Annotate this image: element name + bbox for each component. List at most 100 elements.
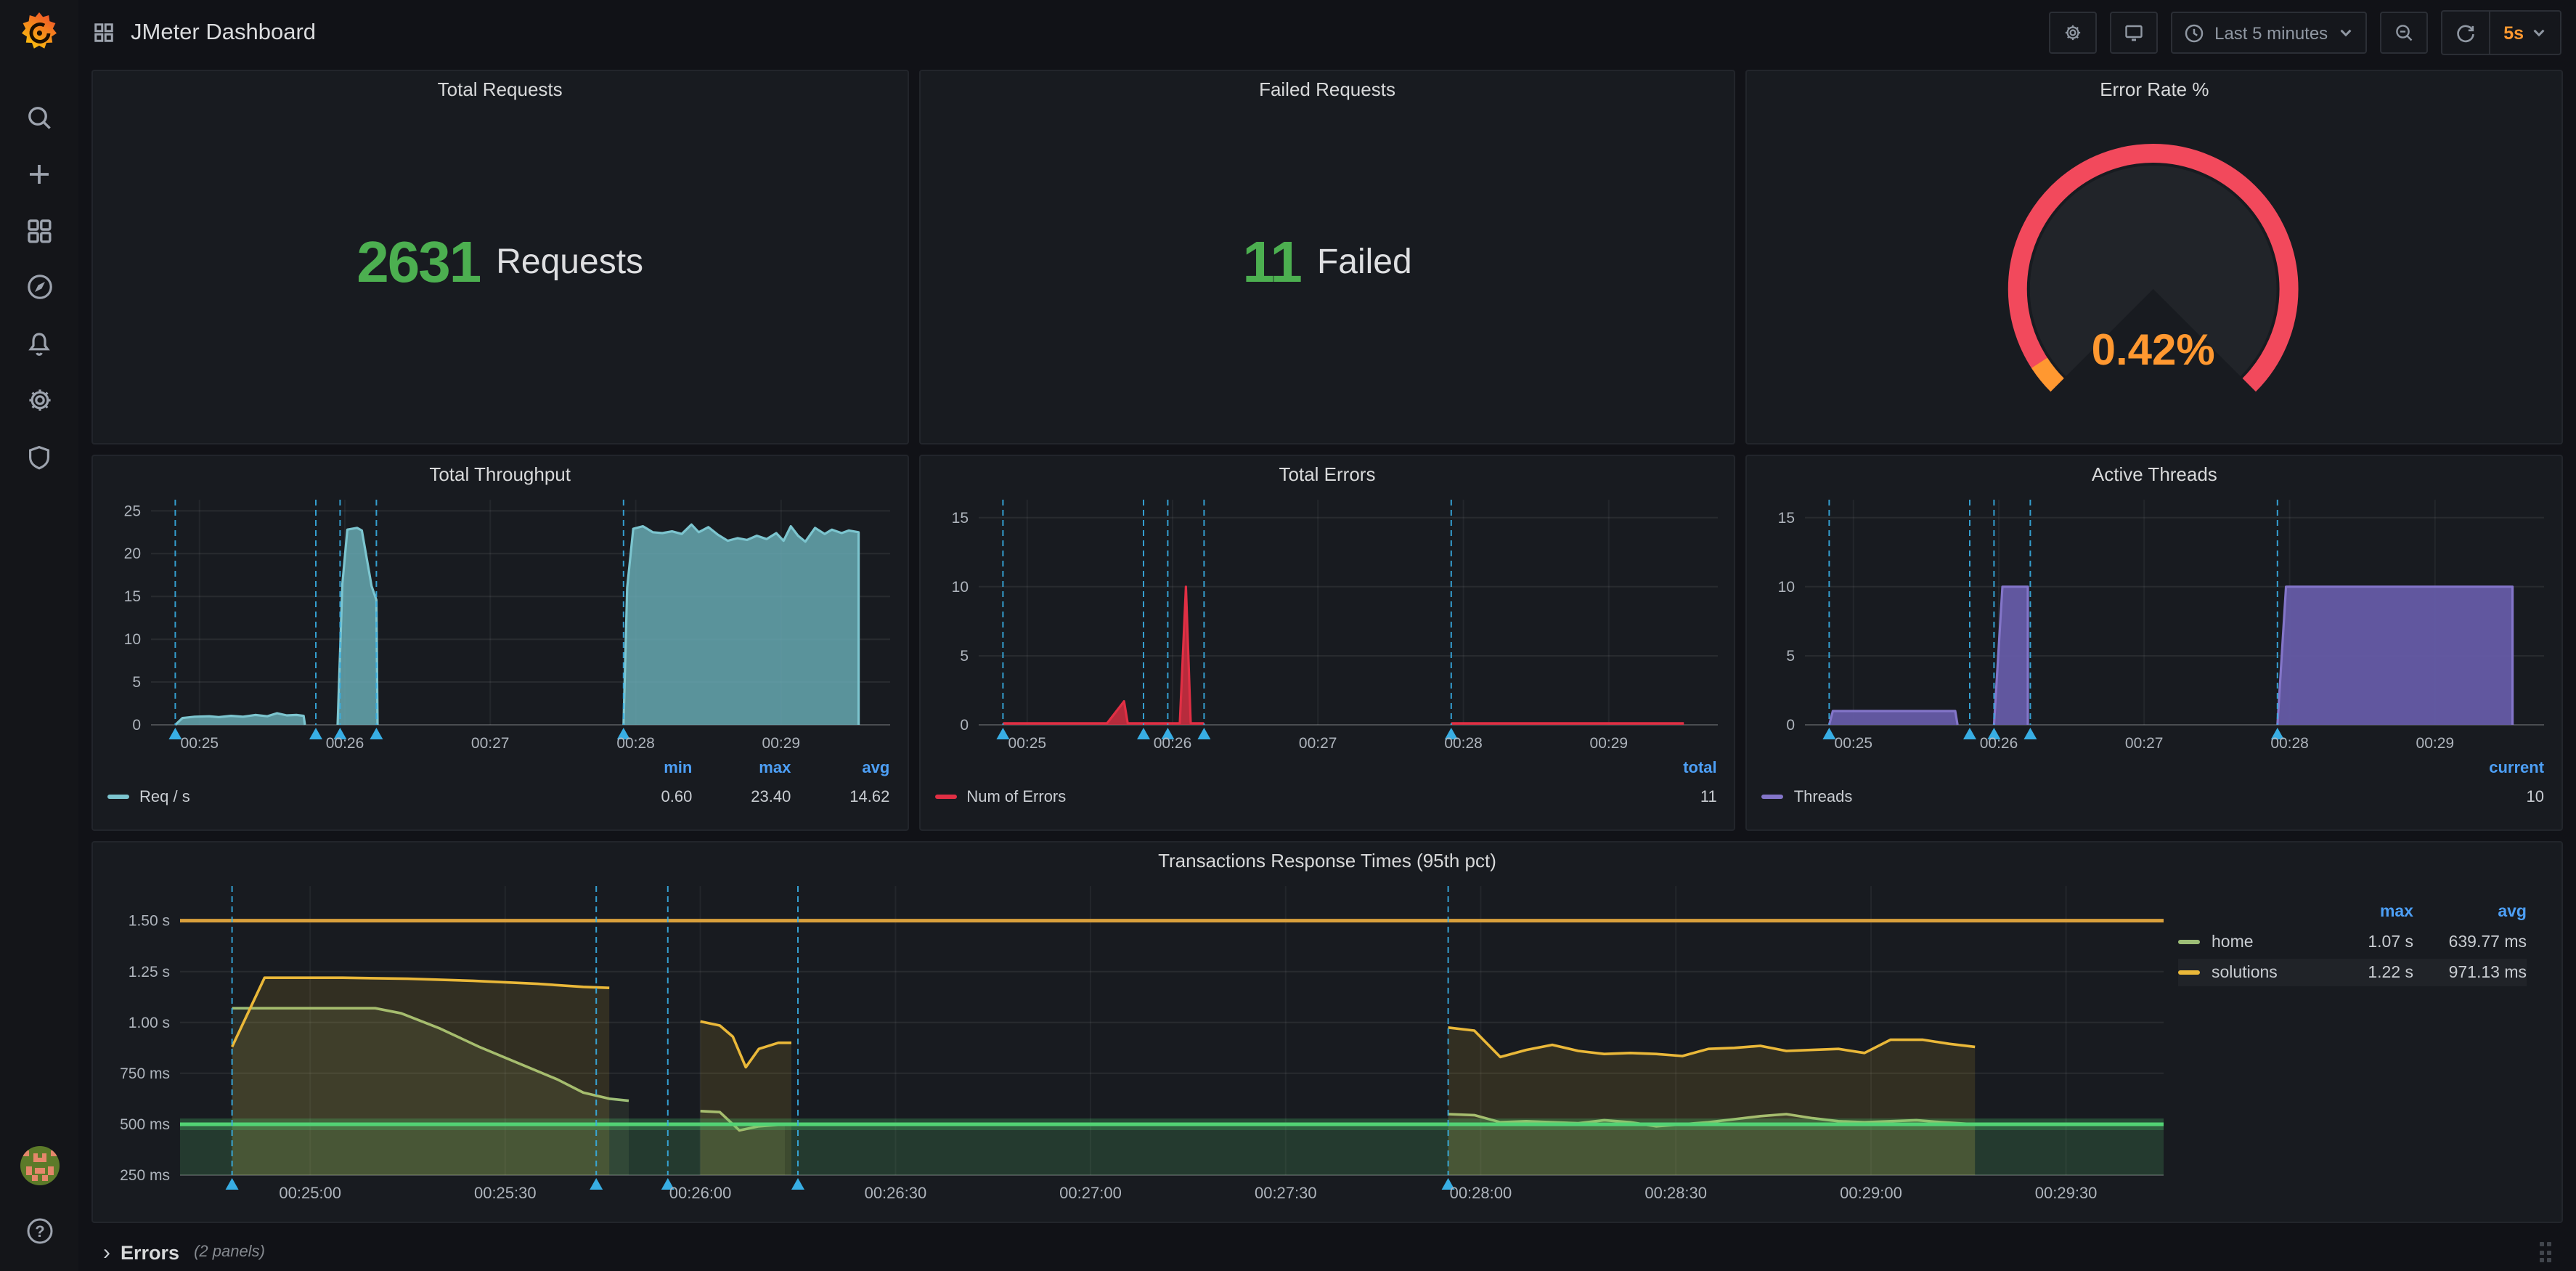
- cycle-view-button[interactable]: [2110, 12, 2158, 54]
- svg-text:00:26: 00:26: [1153, 735, 1191, 752]
- tv-icon: [2123, 22, 2145, 44]
- panel-title[interactable]: Total Requests: [93, 71, 907, 106]
- svg-text:00:29: 00:29: [1589, 735, 1628, 752]
- panel-title[interactable]: Error Rate %: [1748, 71, 2561, 106]
- dashboards-icon[interactable]: [0, 202, 78, 259]
- svg-text:20: 20: [124, 545, 141, 562]
- threads-legend: currentThreads10: [1748, 757, 2561, 827]
- dashboard-title[interactable]: JMeter Dashboard: [131, 20, 316, 46]
- svg-text:10: 10: [951, 579, 968, 596]
- legend-stat-value: 0.60: [611, 788, 692, 805]
- svg-text:00:29: 00:29: [2416, 735, 2455, 752]
- panel-title[interactable]: Failed Requests: [920, 71, 1734, 106]
- legend-col-header: current: [2463, 757, 2544, 781]
- panel-active-threads: Active Threads 05101500:2500:2600:2700:2…: [1746, 455, 2563, 831]
- svg-text:00:29:00: 00:29:00: [1840, 1184, 1902, 1202]
- gauge-value-arc: [2040, 363, 2058, 385]
- svg-text:00:28:30: 00:28:30: [1644, 1184, 1707, 1202]
- throughput-chart[interactable]: 051015202500:2500:2600:2700:2800:29: [99, 491, 901, 757]
- legend-stat-value: 11: [1636, 788, 1717, 805]
- svg-text:1.00 s: 1.00 s: [129, 1015, 170, 1031]
- refresh-interval-label: 5s: [2503, 23, 2524, 43]
- search-icon[interactable]: [0, 89, 78, 145]
- errors-legend: totalNum of Errors11: [920, 757, 1734, 827]
- svg-text:00:27: 00:27: [471, 735, 510, 752]
- panel-title[interactable]: Total Throughput: [93, 456, 907, 491]
- legend-series[interactable]: home: [2178, 928, 2329, 956]
- row-label: Errors: [121, 1241, 179, 1263]
- stat-value: 2631: [356, 230, 480, 296]
- panel-title[interactable]: Total Errors: [920, 456, 1734, 491]
- collapsed-row-errors[interactable]: › Errors (2 panels): [91, 1233, 2563, 1271]
- panel-title[interactable]: Transactions Response Times (95th pct): [93, 842, 2561, 877]
- panel-error-rate-gauge: Error Rate % 0.42%: [1746, 70, 2563, 444]
- throughput-legend: minmaxavgReq / s0.6023.4014.62: [93, 757, 907, 827]
- svg-text:5: 5: [132, 674, 141, 691]
- time-range-label: Last 5 minutes: [2214, 23, 2328, 43]
- panel-total-requests: Total Requests 2631 Requests: [91, 70, 908, 444]
- panel-title[interactable]: Active Threads: [1748, 456, 2561, 491]
- stat-body: 2631 Requests: [93, 106, 907, 443]
- legend-col-header: max: [2329, 898, 2413, 925]
- clock-icon: [2184, 23, 2204, 43]
- dashboard-settings-button[interactable]: [2049, 12, 2097, 54]
- legend-col-header: min: [611, 757, 692, 781]
- svg-text:0: 0: [960, 717, 969, 734]
- transactions-chart[interactable]: 250 ms 500 ms 750 ms 1.00 s 1.25 s 1.50 s 00:2…: [99, 877, 2178, 1213]
- panel-failed-requests: Failed Requests 11 Failed: [918, 70, 1735, 444]
- series-color-chip: [2178, 970, 2200, 975]
- errors-chart[interactable]: 05101500:2500:2600:2700:2800:29: [926, 491, 1728, 757]
- svg-text:750 ms: 750 ms: [120, 1065, 170, 1082]
- grafana-app: ? JMeter Dashboard Last 5 minutes: [0, 0, 2576, 1271]
- threads-chart[interactable]: 05101500:2500:2600:2700:2800:29: [1753, 491, 2556, 757]
- sidebar: ?: [0, 0, 78, 1271]
- legend-series[interactable]: Req / s: [107, 781, 593, 812]
- configuration-gear-icon[interactable]: [0, 372, 78, 429]
- server-admin-shield-icon[interactable]: [0, 429, 78, 485]
- zoom-out-icon: [2393, 22, 2415, 44]
- refresh-button[interactable]: [2442, 12, 2489, 54]
- apps-grid-icon[interactable]: [93, 22, 115, 44]
- svg-text:00:27:00: 00:27:00: [1059, 1184, 1122, 1202]
- user-avatar[interactable]: [20, 1146, 59, 1193]
- chart-svg: 051015202500:2500:2600:2700:2800:29: [99, 491, 902, 757]
- gear-icon: [2062, 22, 2084, 44]
- refresh-controls: 5s: [2441, 10, 2561, 55]
- legend-series[interactable]: Num of Errors: [934, 781, 1618, 812]
- stat-unit: Failed: [1317, 243, 1412, 283]
- svg-text:00:25: 00:25: [1835, 735, 1873, 752]
- explore-compass-icon[interactable]: [0, 259, 78, 315]
- svg-text:00:26:00: 00:26:00: [669, 1184, 732, 1202]
- svg-text:00:27: 00:27: [2126, 735, 2164, 752]
- chart-svg: 250 ms 500 ms 750 ms 1.00 s 1.25 s 1.50 s 00:2…: [99, 877, 2178, 1213]
- legend-series[interactable]: solutions: [2178, 959, 2329, 986]
- svg-text:00:27: 00:27: [1298, 735, 1337, 752]
- help-icon[interactable]: ?: [24, 1216, 54, 1254]
- alerting-bell-icon[interactable]: [0, 315, 78, 372]
- row-drag-handle-icon[interactable]: [2539, 1242, 2551, 1262]
- svg-text:5: 5: [1787, 648, 1796, 665]
- stat-unit: Requests: [496, 243, 643, 283]
- time-range-picker[interactable]: Last 5 minutes: [2171, 12, 2367, 54]
- zoom-out-button[interactable]: [2380, 12, 2428, 54]
- topbar-controls: Last 5 minutes 5s: [2049, 10, 2561, 55]
- svg-text:500 ms: 500 ms: [120, 1116, 170, 1133]
- refresh-icon: [2455, 23, 2476, 43]
- svg-text:1.50 s: 1.50 s: [129, 913, 170, 930]
- svg-text:15: 15: [1778, 510, 1795, 527]
- legend-col-header: avg: [2413, 898, 2527, 925]
- row-panel-count: (2 panels): [194, 1243, 265, 1261]
- svg-text:15: 15: [951, 510, 968, 527]
- legend-stat-value: 971.13 ms: [2413, 959, 2527, 986]
- grafana-logo[interactable]: [17, 10, 61, 54]
- svg-text:00:28: 00:28: [1444, 735, 1483, 752]
- chart-svg: 05101500:2500:2600:2700:2800:29: [926, 491, 1729, 757]
- create-plus-icon[interactable]: [0, 145, 78, 202]
- svg-text:00:28: 00:28: [616, 735, 655, 752]
- svg-text:1.25 s: 1.25 s: [129, 964, 170, 980]
- legend-series[interactable]: Threads: [1762, 781, 2445, 812]
- refresh-interval-button[interactable]: 5s: [2489, 12, 2560, 54]
- svg-text:00:25:00: 00:25:00: [279, 1184, 341, 1202]
- svg-text:250 ms: 250 ms: [120, 1167, 170, 1184]
- svg-text:15: 15: [124, 588, 141, 605]
